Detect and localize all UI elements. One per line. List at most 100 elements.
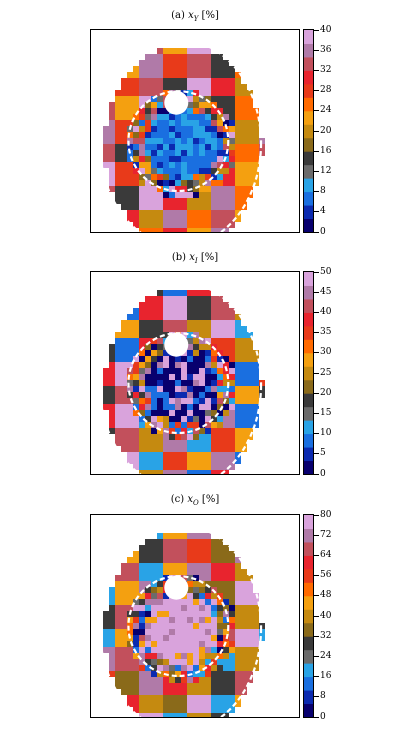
heatmap-cell bbox=[133, 338, 139, 344]
heatmap-cell bbox=[139, 623, 145, 629]
heatmap-cell bbox=[145, 440, 151, 446]
heatmap-cell bbox=[211, 150, 217, 156]
heatmap-cell bbox=[241, 422, 247, 428]
heatmap-cell bbox=[241, 404, 247, 410]
heatmap-cell bbox=[133, 138, 139, 144]
heatmap-cell bbox=[199, 422, 205, 428]
heatmap-cell bbox=[205, 204, 211, 210]
heatmap-cell bbox=[229, 581, 235, 587]
heatmap-cell bbox=[163, 593, 169, 599]
heatmap-cell bbox=[163, 623, 169, 629]
heatmap-cell bbox=[229, 326, 235, 332]
heatmap-cell bbox=[187, 665, 193, 671]
heatmap-cell bbox=[139, 216, 145, 222]
colorbar-segment bbox=[304, 110, 313, 125]
heatmap-cell bbox=[127, 629, 133, 635]
heatmap-cell bbox=[223, 144, 229, 150]
heatmap-cell bbox=[145, 338, 151, 344]
heatmap-cell bbox=[163, 416, 169, 422]
heatmap-cell bbox=[163, 210, 169, 216]
heatmap-cell bbox=[163, 545, 169, 551]
heatmap-cell bbox=[115, 587, 121, 593]
heatmap-cell bbox=[205, 452, 211, 458]
heatmap-cell bbox=[133, 695, 139, 701]
heatmap-cell bbox=[193, 398, 199, 404]
heatmap-cell bbox=[151, 332, 157, 338]
heatmap-cell bbox=[247, 126, 253, 132]
heatmap-cell bbox=[229, 659, 235, 665]
heatmap-cell bbox=[217, 362, 223, 368]
heatmap-cell bbox=[115, 102, 121, 108]
heatmap-cell bbox=[163, 398, 169, 404]
heatmap-cell bbox=[187, 84, 193, 90]
heatmap-cell bbox=[127, 689, 133, 695]
colorbar-segment bbox=[304, 568, 313, 583]
heatmap-cell bbox=[127, 404, 133, 410]
colorbar-tick bbox=[314, 392, 319, 394]
heatmap-cell bbox=[199, 671, 205, 677]
heatmap-cell bbox=[145, 344, 151, 350]
heatmap-cell bbox=[247, 623, 253, 629]
colorbar-tick-label: 0 bbox=[320, 226, 326, 237]
heatmap-cell bbox=[151, 60, 157, 66]
heatmap-cell bbox=[211, 623, 217, 629]
heatmap-cell bbox=[187, 168, 193, 174]
colorbar-segment bbox=[304, 703, 313, 717]
heatmap-cell bbox=[139, 374, 145, 380]
heatmap-cell bbox=[157, 422, 163, 428]
heatmap-cell bbox=[229, 344, 235, 350]
heatmap-cell bbox=[175, 398, 181, 404]
heatmap-cell bbox=[223, 108, 229, 114]
heatmap-cell bbox=[163, 296, 169, 302]
heatmap-cell bbox=[217, 60, 223, 66]
heatmap-cell bbox=[145, 222, 151, 228]
heatmap-cell bbox=[205, 138, 211, 144]
colorbar-tick-label: 8 bbox=[320, 691, 326, 702]
heatmap-cell bbox=[229, 404, 235, 410]
heatmap-cell bbox=[103, 144, 109, 150]
heatmap-cell bbox=[175, 599, 181, 605]
heatmap-cell bbox=[223, 551, 229, 557]
heatmap-cell bbox=[217, 90, 223, 96]
heatmap-cell bbox=[229, 440, 235, 446]
heatmap-cell bbox=[157, 581, 163, 587]
colorbar-segment bbox=[304, 515, 313, 529]
heatmap-cell bbox=[181, 210, 187, 216]
heatmap-cell bbox=[205, 695, 211, 701]
heatmap-cell bbox=[205, 386, 211, 392]
heatmap-cell bbox=[193, 671, 199, 677]
heatmap-cell bbox=[151, 150, 157, 156]
heatmap-cell bbox=[127, 144, 133, 150]
heatmap-cell bbox=[193, 428, 199, 434]
heatmap-cell bbox=[127, 563, 133, 569]
heatmap-cell bbox=[157, 545, 163, 551]
heatmap-cell bbox=[223, 677, 229, 683]
heatmap-cell bbox=[169, 641, 175, 647]
panel-b-title-main: (b) bbox=[171, 252, 190, 263]
heatmap-cell bbox=[163, 575, 169, 581]
heatmap-cell bbox=[169, 144, 175, 150]
colorbar-tick bbox=[314, 655, 319, 657]
heatmap-cell bbox=[235, 563, 241, 569]
heatmap-cell bbox=[145, 120, 151, 126]
heatmap-cell bbox=[187, 102, 193, 108]
heatmap-cell bbox=[205, 563, 211, 569]
heatmap-cell bbox=[205, 144, 211, 150]
heatmap-cell bbox=[247, 338, 253, 344]
heatmap-cell bbox=[211, 545, 217, 551]
heatmap-cell bbox=[115, 617, 121, 623]
heatmap-cell bbox=[133, 198, 139, 204]
heatmap-cell bbox=[193, 446, 199, 452]
heatmap-cell bbox=[211, 563, 217, 569]
heatmap-cell bbox=[109, 611, 115, 617]
heatmap-cell bbox=[145, 623, 151, 629]
heatmap-cell bbox=[145, 713, 151, 717]
heatmap-cell bbox=[145, 581, 151, 587]
heatmap-cell bbox=[235, 440, 241, 446]
heatmap-cell bbox=[217, 593, 223, 599]
heatmap-cell bbox=[253, 138, 259, 144]
heatmap-cell bbox=[121, 569, 127, 575]
heatmap-cell bbox=[145, 302, 151, 308]
heatmap-cell bbox=[163, 380, 169, 386]
heatmap-cell bbox=[193, 132, 199, 138]
